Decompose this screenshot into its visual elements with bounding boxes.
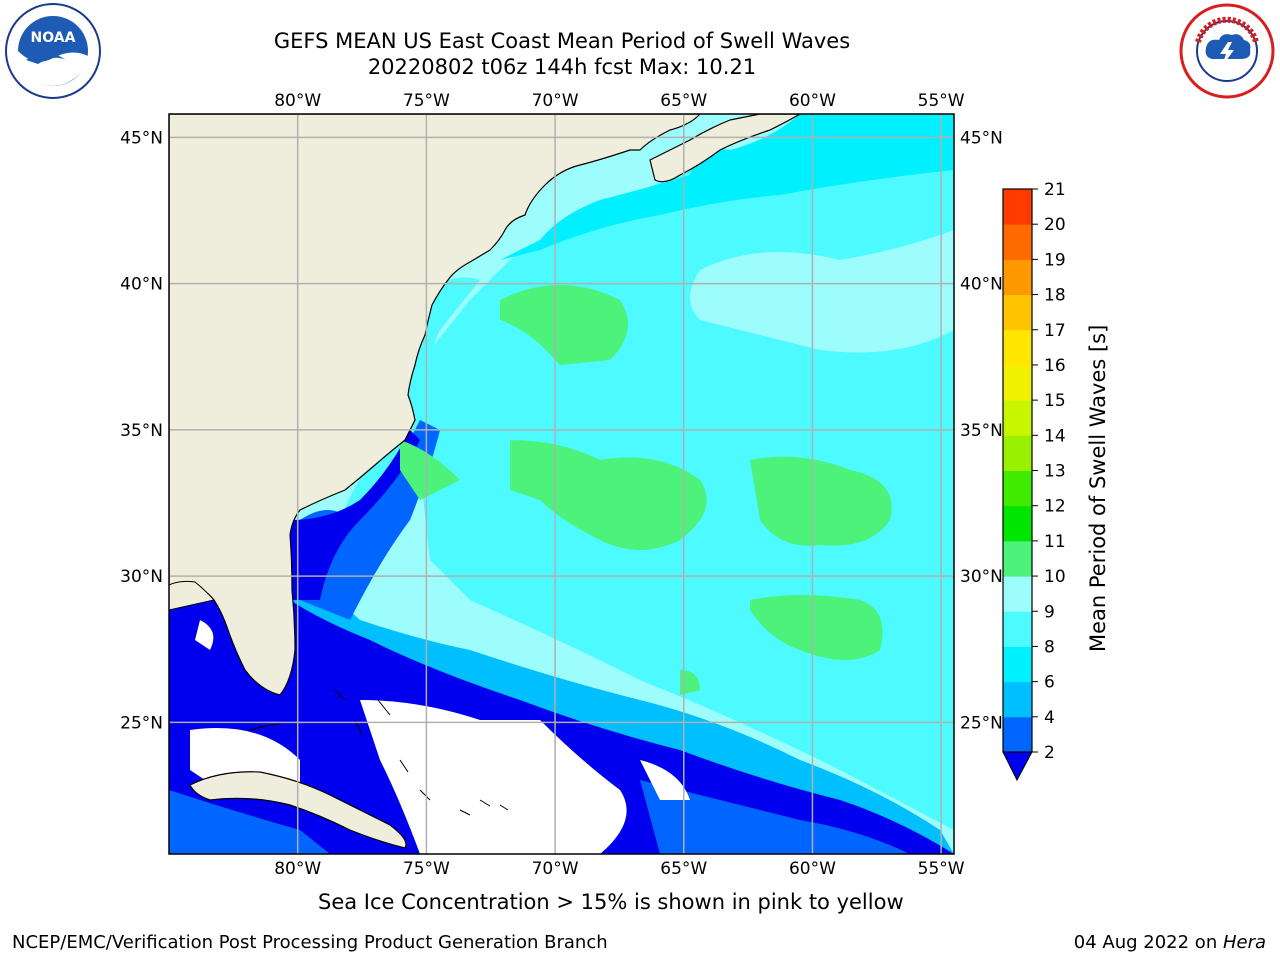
land-north-america (169, 114, 701, 696)
map-frame (168, 113, 955, 855)
sea-ice-note: Sea Ice Concentration > 15% is shown in … (318, 890, 904, 914)
swell-patch-9-10 (680, 670, 700, 695)
lon-tick-label: 70°W (532, 91, 579, 111)
colorbar-cells (1003, 189, 1032, 753)
colorbar-tick-label: 21 (1044, 180, 1066, 200)
lon-tick-label: 55°W (918, 91, 965, 111)
colorbar-cell (1003, 294, 1032, 331)
chart-subtitle: 20220802 t06z 144h fcst Max: 10.21 (367, 55, 757, 79)
swell-patch-9-10 (500, 285, 628, 365)
lon-tick-label: 70°W (532, 859, 579, 879)
noaa-logo: NOAA (5, 3, 101, 99)
colorbar-cell (1003, 540, 1032, 577)
credit-date: 04 Aug 2022 on Hera (1073, 932, 1266, 953)
colorbar-tick-label: 19 (1044, 250, 1066, 270)
swell-band-under (169, 566, 954, 854)
colorbar-cell (1003, 681, 1032, 718)
lat-tick-label: 45°N (120, 128, 163, 148)
colorbar-tick-label: 12 (1044, 497, 1066, 517)
colorbar-cell (1003, 505, 1032, 542)
lon-tick-label: 65°W (660, 91, 707, 111)
colorbar-tick-label: 16 (1044, 356, 1066, 376)
lat-tick-label: 30°N (960, 567, 1003, 587)
no-data-area (195, 620, 214, 650)
lat-labels-right: 45°N 40°N 35°N 30°N 25°N (960, 128, 1003, 733)
lon-tick-label: 65°W (660, 859, 707, 879)
lon-labels-bottom: 80°W 75°W 70°W 65°W 60°W 55°W (274, 859, 965, 879)
swell-patch-9-10 (510, 440, 707, 550)
swell-band-2-4-inner (169, 510, 910, 854)
colorbar-tick-label: 14 (1044, 426, 1066, 446)
colorbar-cell (1003, 224, 1032, 260)
lat-labels-left: 45°N 40°N 35°N 30°N 25°N (120, 128, 163, 733)
colorbar-cell (1003, 470, 1032, 507)
colorbar-tick-label: 17 (1044, 321, 1066, 341)
colorbar-cell (1003, 576, 1032, 612)
land-florida-west (169, 580, 215, 611)
lat-tick-label: 35°N (960, 421, 1003, 441)
land-bahamas (334, 689, 509, 816)
swell-band-near-coast-under (290, 430, 420, 600)
colorbar-cell (1003, 646, 1032, 683)
nws-logo (1179, 3, 1275, 99)
colorbar-tick-label: 8 (1044, 637, 1055, 657)
land-cuba (189, 771, 407, 849)
colorbar-cell (1003, 259, 1032, 296)
colorbar-cell (1003, 435, 1032, 471)
credit-host: Hera (1222, 932, 1266, 953)
lon-tick-label: 80°W (274, 91, 321, 111)
swell-patch-9-10 (400, 440, 460, 500)
colorbar-tick-label: 4 (1044, 708, 1055, 728)
colorbar-tick-label: 9 (1044, 602, 1055, 622)
lon-tick-label: 80°W (274, 859, 321, 879)
lat-tick-label: 35°N (120, 421, 163, 441)
colorbar-cell (1003, 400, 1032, 436)
lat-tick-label: 40°N (120, 275, 163, 295)
lat-tick-label: 25°N (120, 713, 163, 733)
lon-tick-label: 75°W (403, 91, 450, 111)
colorbar-tick-label: 11 (1044, 532, 1066, 552)
no-data-area (640, 760, 690, 800)
credit-branch: NCEP/EMC/Verification Post Processing Pr… (12, 932, 608, 953)
land-florida-keys (249, 723, 281, 731)
lat-tick-label: 40°N (960, 275, 1003, 295)
colorbar-cell (1003, 716, 1032, 753)
lon-tick-label: 60°W (789, 859, 836, 879)
colorbar-cell (1003, 364, 1032, 401)
colorbar-tick-label: 13 (1044, 462, 1066, 482)
lat-tick-label: 30°N (120, 567, 163, 587)
colorbar-tick-label: 10 (1044, 567, 1066, 587)
swell-band-6-8 (500, 114, 954, 260)
lat-tick-label: 25°N (960, 713, 1003, 733)
colorbar-cell (1003, 329, 1032, 366)
colorbar-tick-label: 2 (1044, 743, 1055, 763)
lon-tick-label: 60°W (789, 91, 836, 111)
lat-tick-label: 45°N (960, 128, 1003, 148)
swell-patch-9-10 (750, 456, 892, 546)
colorbar-cell (1003, 611, 1032, 647)
lon-labels-top: 80°W 75°W 70°W 65°W 60°W 55°W (274, 91, 965, 111)
gridlines (169, 114, 954, 854)
swell-patch-9-10 (750, 595, 883, 660)
colorbar-tick-label: 20 (1044, 215, 1066, 235)
colorbar-label: Mean Period of Swell Waves [s] (1086, 324, 1110, 652)
colorbar-tick-label: 6 (1044, 673, 1055, 693)
chart-title: GEFS MEAN US East Coast Mean Period of S… (273, 29, 851, 53)
land-nova-scotia (649, 114, 802, 183)
colorbar-ticks: 2 4 6 8 9 10 11 12 13 14 15 16 17 18 19 20 21 (1032, 180, 1066, 763)
colorbar-cell (1003, 189, 1032, 225)
colorbar-tick-label: 18 (1044, 286, 1066, 306)
colorbar-tick-label: 15 (1044, 391, 1066, 411)
lon-tick-label: 75°W (403, 859, 450, 879)
svg-text:NOAA: NOAA (31, 30, 76, 46)
lon-tick-label: 55°W (918, 859, 965, 879)
colorbar-under-arrow (1002, 751, 1033, 782)
